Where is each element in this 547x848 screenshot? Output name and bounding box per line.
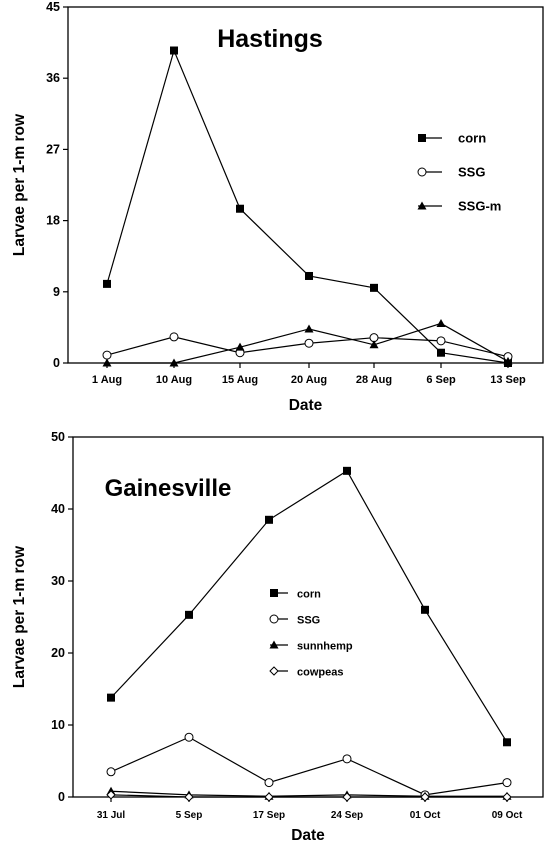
x-tick-label: 28 Aug bbox=[356, 374, 392, 386]
data-point-SSG-m bbox=[235, 342, 245, 351]
data-point-SSG bbox=[304, 338, 314, 348]
series-line-corn bbox=[110, 469, 508, 743]
data-point-cowpeas bbox=[502, 792, 512, 802]
y-tick-label: 0 bbox=[53, 356, 60, 370]
data-point-SSG-m bbox=[169, 358, 179, 367]
y-axis-label: Larvae per 1-m row bbox=[11, 545, 28, 688]
legend-marker-corn bbox=[270, 589, 278, 597]
data-point-SSG bbox=[106, 767, 116, 777]
data-point-cowpeas bbox=[342, 792, 352, 802]
chart-title: Gainesville bbox=[105, 475, 232, 502]
x-tick-label: 17 Sep bbox=[253, 810, 285, 821]
legend-label: SSG-m bbox=[458, 199, 501, 214]
y-tick-label: 9 bbox=[53, 285, 60, 299]
data-point-SSG bbox=[436, 336, 446, 346]
data-point-corn bbox=[107, 693, 115, 702]
data-point-corn bbox=[185, 610, 193, 619]
data-point-corn bbox=[421, 605, 429, 614]
data-point-SSG-m bbox=[102, 358, 112, 367]
data-point-SSG bbox=[102, 350, 112, 360]
chart-title: Hastings bbox=[217, 25, 323, 53]
data-point-cowpeas bbox=[184, 792, 194, 802]
data-point-corn bbox=[343, 466, 351, 475]
y-tick-label: 36 bbox=[46, 71, 60, 85]
data-point-corn bbox=[103, 279, 111, 288]
x-tick-label: 15 Aug bbox=[222, 374, 258, 386]
data-point-SSG-m bbox=[304, 324, 314, 333]
plot-frame bbox=[67, 6, 544, 364]
legend-marker-SSG bbox=[417, 167, 427, 177]
x-tick-label: 31 Jul bbox=[97, 810, 126, 821]
series-line-cowpeas bbox=[110, 794, 507, 798]
legend-label: cowpeas bbox=[297, 667, 343, 679]
data-point-SSG bbox=[184, 732, 194, 742]
y-tick-label: 10 bbox=[51, 718, 65, 732]
legend-label: corn bbox=[458, 131, 486, 146]
data-point-SSG bbox=[342, 754, 352, 764]
y-tick-label: 30 bbox=[51, 574, 65, 588]
y-tick-label: 18 bbox=[46, 214, 60, 228]
data-point-cowpeas bbox=[106, 790, 116, 800]
legend-marker-SSG-m bbox=[417, 201, 427, 210]
legend-label: SSG bbox=[297, 615, 320, 627]
x-tick-label: 24 Sep bbox=[331, 810, 363, 821]
legend-marker-cowpeas bbox=[269, 666, 279, 676]
data-point-corn bbox=[370, 283, 378, 292]
data-point-corn bbox=[236, 204, 244, 213]
data-point-corn bbox=[265, 515, 273, 524]
y-tick-label: 0 bbox=[58, 790, 65, 804]
data-point-SSG bbox=[169, 332, 179, 342]
x-tick-label: 09 Oct bbox=[492, 810, 523, 821]
data-point-SSG bbox=[264, 778, 274, 788]
x-tick-label: 10 Aug bbox=[156, 374, 192, 386]
data-point-corn bbox=[503, 738, 511, 747]
x-tick-label: 1 Aug bbox=[92, 374, 122, 386]
data-point-SSG-m bbox=[436, 318, 446, 327]
data-point-cowpeas bbox=[264, 792, 274, 802]
legend-label: sunnhemp bbox=[297, 641, 353, 653]
x-tick-label: 13 Sep bbox=[490, 374, 526, 386]
x-axis-label: Date bbox=[289, 397, 323, 414]
y-tick-label: 27 bbox=[46, 142, 60, 156]
data-point-SSG-m bbox=[369, 340, 379, 349]
data-point-SSG bbox=[502, 778, 512, 788]
y-tick-label: 20 bbox=[51, 646, 65, 660]
legend-marker-corn bbox=[418, 134, 426, 142]
legend-marker-SSG bbox=[269, 614, 279, 624]
y-tick-label: 50 bbox=[51, 430, 65, 444]
data-point-SSG-m bbox=[503, 356, 513, 365]
legend-marker-sunnhemp bbox=[269, 640, 279, 649]
y-tick-label: 45 bbox=[46, 0, 60, 14]
x-tick-label: 20 Aug bbox=[291, 374, 327, 386]
y-tick-label: 40 bbox=[51, 502, 65, 516]
data-point-corn bbox=[170, 46, 178, 55]
x-tick-label: 5 Sep bbox=[176, 810, 203, 821]
legend-label: SSG bbox=[458, 165, 485, 180]
data-point-corn bbox=[437, 348, 445, 357]
data-point-corn bbox=[305, 271, 313, 280]
x-tick-label: 6 Sep bbox=[426, 374, 456, 386]
x-axis-label: Date bbox=[291, 827, 325, 844]
series-line-SSG bbox=[110, 736, 508, 796]
x-tick-label: 01 Oct bbox=[410, 810, 441, 821]
data-point-cowpeas bbox=[420, 792, 430, 802]
series-line-corn bbox=[106, 48, 509, 364]
series-line-sunnhemp bbox=[110, 790, 507, 797]
y-axis-label: Larvae per 1-m row bbox=[11, 113, 28, 256]
legend-label: corn bbox=[297, 589, 321, 601]
